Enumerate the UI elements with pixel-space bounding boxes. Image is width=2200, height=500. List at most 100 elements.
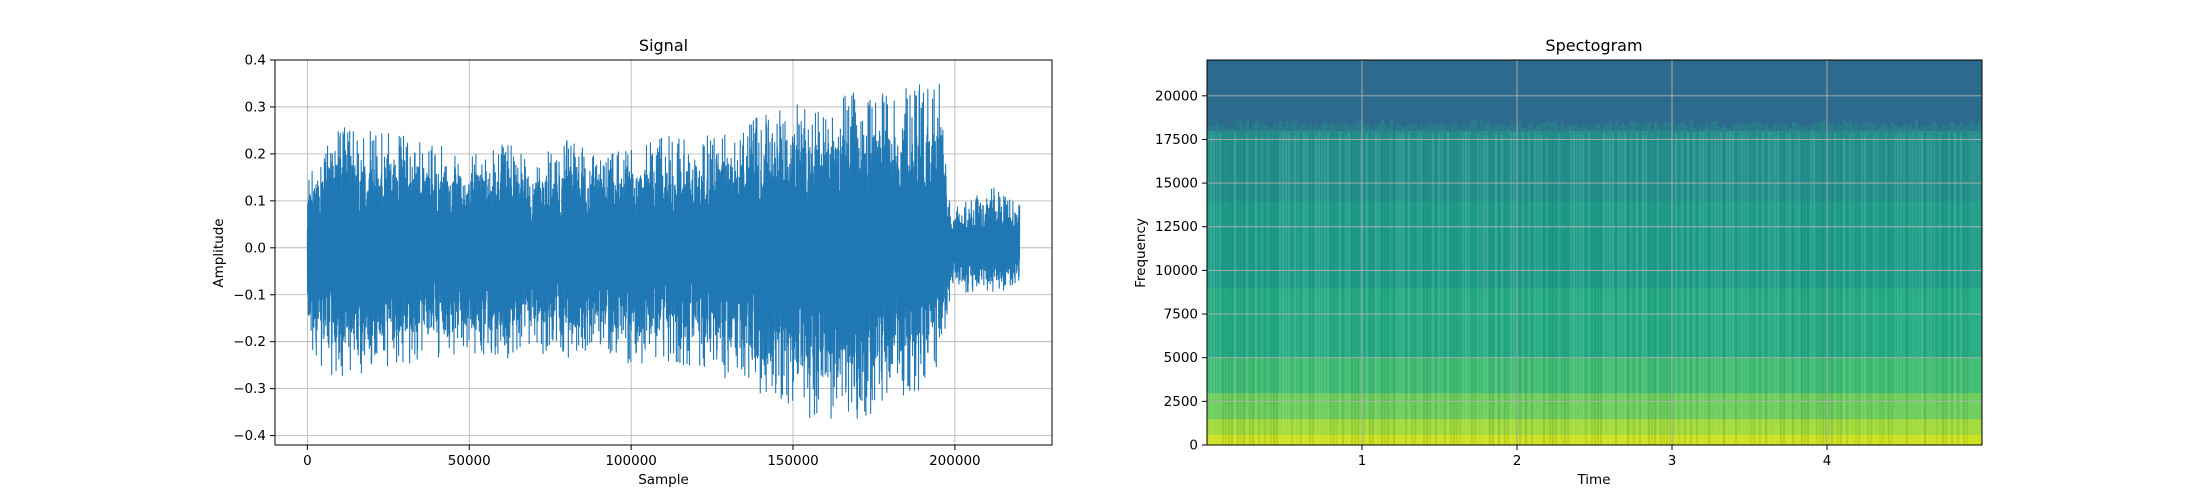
spectrogram-cutoff-edge	[1819, 122, 1822, 137]
spectrogram-cutoff-edge	[1654, 121, 1657, 137]
spectrogram-cutoff-edge	[1735, 122, 1738, 137]
spectrogram-texture	[1423, 130, 1425, 445]
spectrogram-cutoff-edge	[1699, 126, 1702, 134]
spectrogram-x-tick-label: 1	[1358, 453, 1367, 469]
spectrogram-texture	[1294, 130, 1296, 445]
spectrogram-texture	[1321, 130, 1323, 445]
spectrogram-texture	[1417, 130, 1419, 445]
spectrogram-texture	[1723, 130, 1725, 445]
spectrogram-texture	[1891, 130, 1893, 445]
spectrogram-texture	[1441, 130, 1443, 445]
spectrogram-cutoff-edge	[1849, 120, 1852, 138]
spectrogram-texture	[1696, 130, 1698, 445]
spectrogram-cutoff-edge	[1522, 128, 1525, 133]
spectrogram-texture	[1216, 130, 1218, 445]
spectrogram-texture	[1933, 130, 1935, 445]
spectrogram-cutoff-edge	[1837, 123, 1840, 136]
spectrogram-cutoff-edge	[1453, 121, 1456, 138]
spectrogram-cutoff-edge	[1492, 127, 1495, 133]
spectrogram-cutoff-edge	[1264, 125, 1267, 135]
spectrogram-cutoff-edge	[1750, 124, 1753, 136]
spectrogram-texture	[1798, 130, 1800, 445]
spectrogram-texture	[1363, 130, 1365, 445]
spectrogram-cutoff-edge	[1951, 121, 1954, 137]
spectrogram-cutoff-edge	[1681, 121, 1684, 138]
spectrogram-cutoff-edge	[1696, 126, 1699, 134]
spectrogram-cutoff-edge	[1678, 123, 1681, 136]
spectrogram-texture	[1750, 130, 1752, 445]
spectrogram-texture	[1456, 130, 1458, 445]
spectrogram-cutoff-edge	[1243, 124, 1246, 135]
spectrogram-texture	[1240, 130, 1242, 445]
spectrogram-cutoff-edge	[1936, 124, 1939, 136]
spectrogram-texture	[1510, 130, 1512, 445]
spectrogram-texture	[1846, 130, 1848, 445]
spectrogram-cutoff-edge	[1411, 123, 1414, 136]
spectrogram-cutoff-edge	[1294, 121, 1297, 138]
spectrogram-cutoff-edge	[1222, 124, 1225, 135]
spectrogram-texture	[1438, 130, 1440, 445]
spectrogram-cutoff-edge	[1489, 124, 1492, 135]
spectrogram-cutoff-edge	[1684, 124, 1687, 135]
signal-y-axis-label: Amplitude	[211, 218, 227, 287]
spectrogram-texture	[1534, 130, 1536, 445]
signal-x-tick-label: 100000	[605, 453, 657, 469]
spectrogram-texture	[1918, 130, 1920, 445]
signal-y-tick-label: −0.2	[233, 334, 266, 350]
spectrogram-texture	[1741, 130, 1743, 445]
spectrogram-cutoff-edge	[1930, 121, 1933, 137]
spectrogram-cutoff-edge	[1909, 123, 1912, 136]
spectrogram-texture	[1630, 130, 1632, 445]
spectrogram-cutoff-edge	[1669, 121, 1672, 137]
spectrogram-cutoff-edge	[1540, 122, 1543, 137]
spectrogram-texture	[1540, 130, 1542, 445]
spectrogram-cutoff-edge	[1969, 120, 1972, 138]
spectrogram-texture	[1504, 130, 1506, 445]
spectrogram-cutoff-edge	[1330, 122, 1333, 137]
spectrogram-texture	[1264, 130, 1266, 445]
spectrogram-cutoff-edge	[1768, 127, 1771, 133]
spectrogram-cutoff-edge	[1783, 123, 1786, 136]
spectrogram-texture	[1360, 130, 1362, 445]
spectrogram-x-tick-label: 2	[1513, 453, 1522, 469]
spectrogram-cutoff-edge	[1465, 127, 1468, 133]
spectrogram-texture	[1624, 130, 1626, 445]
spectrogram-texture	[1636, 130, 1638, 445]
spectrogram-texture	[1471, 130, 1473, 445]
spectrogram-texture	[1573, 130, 1575, 445]
spectrogram-texture	[1288, 130, 1290, 445]
spectrogram-texture	[1660, 130, 1662, 445]
spectrogram-cutoff-edge	[1312, 127, 1315, 133]
spectrogram-texture	[1945, 130, 1947, 445]
spectrogram-cutoff-edge	[1867, 122, 1870, 137]
spectrogram-y-tick-label: 5000	[1164, 350, 1198, 366]
spectrogram-cutoff-edge	[1396, 124, 1399, 136]
spectrogram-texture	[1783, 130, 1785, 445]
spectrogram-texture	[1474, 130, 1476, 445]
spectrogram-texture	[1828, 130, 1830, 445]
spectrogram-cutoff-edge	[1480, 120, 1483, 138]
spectrogram-band	[1207, 392, 1982, 420]
spectrogram-cutoff-edge	[1354, 121, 1357, 137]
spectrogram-texture	[1414, 130, 1416, 445]
spectrogram-texture	[1378, 130, 1380, 445]
spectrogram-cutoff-edge	[1579, 126, 1582, 134]
spectrogram-x-ticks: 1 2 3 4	[1358, 445, 1831, 469]
spectrogram-texture	[1435, 130, 1437, 445]
spectrogram-cutoff-edge	[1291, 120, 1294, 138]
spectrogram-texture	[1285, 130, 1287, 445]
spectrogram-texture	[1207, 130, 1209, 445]
spectrogram-cutoff-edge	[1780, 126, 1783, 134]
spectrogram-cutoff-edge	[1648, 122, 1651, 137]
spectrogram-texture	[1897, 130, 1899, 445]
signal-waveform	[306, 83, 1021, 419]
spectrogram-cutoff-edge	[1462, 122, 1465, 136]
spectrogram-cutoff-edge	[1240, 120, 1243, 138]
spectrogram-texture	[1450, 130, 1452, 445]
spectrogram-cutoff-edge	[1714, 121, 1717, 138]
spectrogram-texture	[1276, 130, 1278, 445]
spectrogram-cutoff-edge	[1888, 127, 1891, 133]
spectrogram-texture	[1960, 130, 1962, 445]
spectrogram-cutoff-edge	[1570, 126, 1573, 134]
spectrogram-cutoff-edge	[1723, 124, 1726, 135]
